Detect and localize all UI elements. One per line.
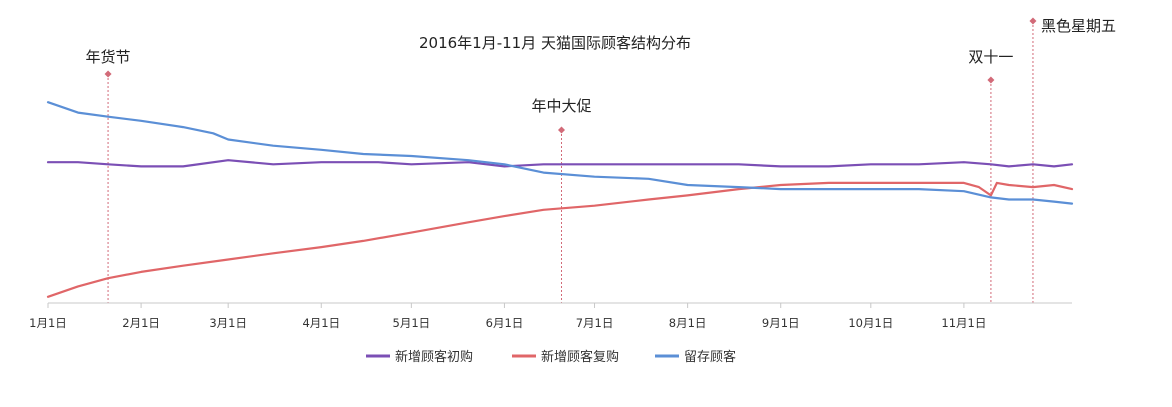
series-lines [46, 101, 1074, 298]
event-label: 双十一 [968, 48, 1013, 66]
event-label: 黑色星期五 [1041, 17, 1116, 35]
legend-label: 留存顾客 [684, 349, 736, 365]
legend-label: 新增顾客复购 [541, 349, 619, 365]
series-line-1 [46, 159, 1074, 168]
series-line-2 [46, 181, 1074, 298]
event-marker [558, 126, 566, 134]
x-tick-label: 9月1日 [762, 316, 800, 330]
legend: 新增顾客初购 新增顾客复购 留存顾客 [366, 349, 736, 365]
x-tick-label: 7月1日 [576, 316, 614, 330]
x-tick-label: 6月1日 [486, 316, 524, 330]
x-tick-label: 3月1日 [209, 316, 247, 330]
series-line-3 [46, 101, 1074, 205]
chart-title: 2016年1月-11月 天猫国际顾客结构分布 [419, 34, 691, 52]
legend-label: 新增顾客初购 [395, 349, 473, 365]
x-tick-label: 10月1日 [848, 316, 893, 330]
x-tick-label: 1月1日 [29, 316, 67, 330]
x-tick-label: 2月1日 [122, 316, 160, 330]
x-axis-ticks: 1月1日 2月1日 3月1日 4月1日 5月1日 6月1日 7月1日 8月1日 9月1日 10月1… [29, 303, 986, 330]
event-label: 年货节 [86, 48, 131, 66]
x-tick-label: 8月1日 [669, 316, 707, 330]
x-tick-label: 4月1日 [302, 316, 340, 330]
event-marker [104, 70, 112, 78]
event-marker [1029, 17, 1037, 25]
event-label: 年中大促 [531, 97, 591, 115]
event-marker [987, 76, 995, 84]
x-tick-label: 5月1日 [393, 316, 431, 330]
x-tick-label: 11月1日 [941, 316, 986, 330]
